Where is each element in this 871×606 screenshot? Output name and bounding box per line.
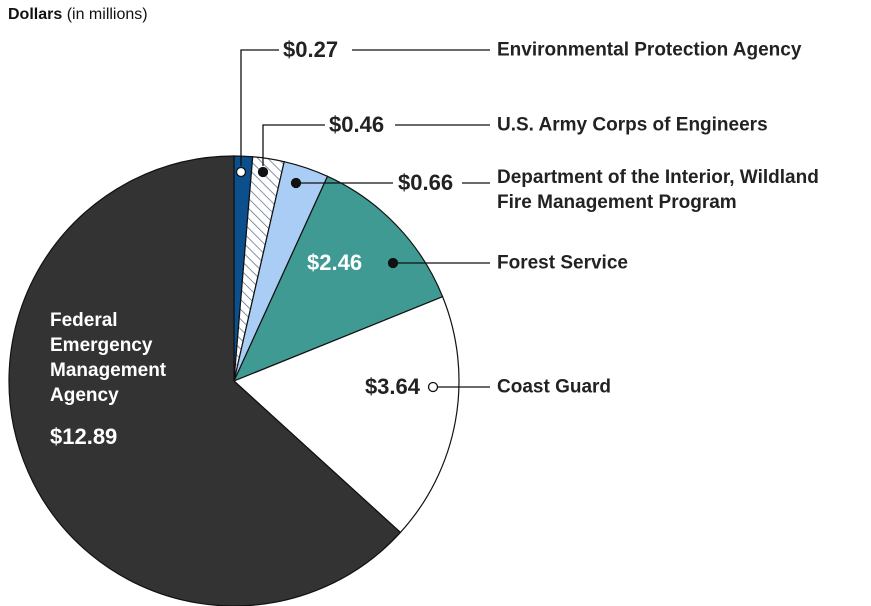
chart-title: Dollars (in millions) xyxy=(8,6,148,24)
legend-label: Department of the Interior, Wildland Fir… xyxy=(497,167,819,213)
slice-label: Federal Emergency Management Agency xyxy=(50,310,167,406)
legend-label: Forest Service xyxy=(497,252,628,274)
subtitle: (in millions) xyxy=(66,6,148,23)
pie-slice xyxy=(232,295,460,534)
leader-dot xyxy=(387,257,399,269)
value-label: $0.27 xyxy=(283,37,339,62)
leader-line xyxy=(262,124,325,166)
legend-label: Environmental Protection Agency xyxy=(497,39,802,61)
value-label: $0.46 xyxy=(329,112,385,137)
leader-dot xyxy=(235,166,247,178)
title: Dollars xyxy=(8,6,63,23)
legend-label: Coast Guard xyxy=(497,376,612,398)
legend-label: U.S. Army Corps of Engineers xyxy=(497,114,768,136)
pie-slice xyxy=(232,175,444,383)
leader-dot xyxy=(290,177,302,189)
value-label: $2.46 xyxy=(307,250,363,275)
leader-dot xyxy=(427,381,439,393)
value-label: $12.89 xyxy=(50,424,118,449)
leader-line xyxy=(240,49,279,166)
value-label: $3.64 xyxy=(364,374,420,399)
leader-dot xyxy=(257,166,269,178)
value-label: $0.66 xyxy=(398,170,454,195)
pie-slice xyxy=(8,155,402,606)
